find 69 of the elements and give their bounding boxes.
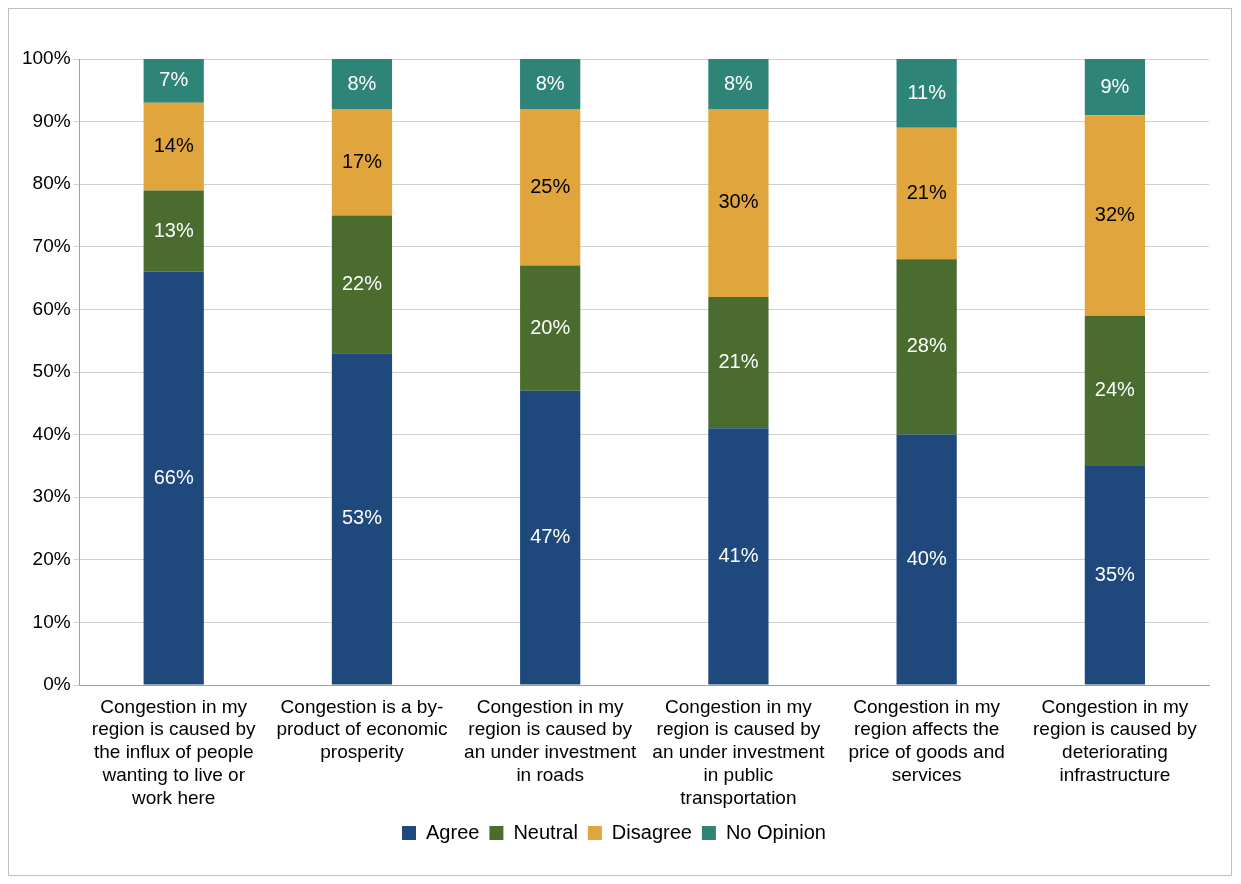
x-tick-label: Congestion is a by-product of economic prosperity xyxy=(276,695,448,763)
bar xyxy=(331,109,393,216)
bar xyxy=(1084,315,1145,466)
bar xyxy=(1084,59,1145,116)
y-tick-label: 40% xyxy=(32,422,71,444)
y-tick-label: 20% xyxy=(32,548,71,570)
bar xyxy=(520,109,581,266)
bar xyxy=(520,59,581,110)
bar xyxy=(520,390,581,685)
bar xyxy=(708,296,769,429)
data-label: 8% xyxy=(535,71,565,94)
bar xyxy=(1084,115,1145,316)
x-tick-label: Congestion in my region affects the price of goods and services xyxy=(848,695,1005,786)
data-label: 28% xyxy=(906,334,947,357)
bar xyxy=(896,59,957,128)
x-tick-label: Congestion in my region is caused by the influx of people wanting to live or work here xyxy=(91,695,257,808)
data-label: 8% xyxy=(347,71,377,94)
data-label: 47% xyxy=(530,525,571,548)
data-label: 7% xyxy=(159,68,189,91)
y-tick-label: 10% xyxy=(32,610,71,632)
data-label: 13% xyxy=(153,218,194,241)
data-label: 40% xyxy=(906,547,947,570)
bar xyxy=(143,190,204,272)
y-tick-label: 0% xyxy=(43,673,71,695)
legend-label: Disagree xyxy=(611,820,692,843)
bar xyxy=(896,259,957,435)
data-label: 24% xyxy=(1094,378,1136,401)
data-label: 9% xyxy=(1100,74,1130,97)
x-tick-label: Congestion in my region is caused by an under investment in public transportation xyxy=(652,695,826,808)
y-tick-label: 30% xyxy=(32,485,71,507)
data-label: 21% xyxy=(906,181,947,204)
bar xyxy=(143,59,204,103)
legend-label: Agree xyxy=(426,820,480,843)
bar xyxy=(708,428,769,685)
y-tick-label: 60% xyxy=(32,297,71,319)
data-label: 14% xyxy=(153,134,194,157)
data-label: 21% xyxy=(718,350,759,373)
y-tick-label: 100% xyxy=(21,47,71,69)
x-tick-label: Congestion in my region is caused by an under investment in roads xyxy=(464,695,637,786)
bar xyxy=(896,127,957,260)
data-label: 25% xyxy=(530,174,571,197)
y-tick-label: 80% xyxy=(32,172,71,194)
x-tick-label: Congestion in my region is caused by deteriorating infrastructure xyxy=(1033,695,1198,786)
legend-label: No Opinion xyxy=(725,820,826,843)
data-label: 11% xyxy=(907,80,947,103)
legend-label: Neutral xyxy=(513,820,578,843)
bar xyxy=(331,59,393,110)
data-label: 53% xyxy=(341,506,383,529)
data-label: 22% xyxy=(341,271,383,294)
data-label: 35% xyxy=(1094,562,1136,585)
y-tick-label: 70% xyxy=(32,235,71,257)
data-label: 30% xyxy=(718,190,759,213)
y-tick-label: 50% xyxy=(32,360,71,382)
bar xyxy=(896,434,957,685)
data-label: 32% xyxy=(1094,203,1136,226)
data-label: 41% xyxy=(718,543,759,566)
bar xyxy=(708,109,769,297)
data-label: 20% xyxy=(530,315,571,338)
y-tick-label: 90% xyxy=(32,109,71,131)
bar xyxy=(331,215,393,354)
bar xyxy=(520,265,581,391)
bar xyxy=(331,353,393,685)
bar xyxy=(708,59,769,110)
data-label: 66% xyxy=(153,465,194,488)
bar xyxy=(1084,465,1145,685)
data-label: 17% xyxy=(341,149,383,172)
data-label: 8% xyxy=(723,71,754,94)
bar xyxy=(143,271,204,685)
bar xyxy=(143,102,204,191)
